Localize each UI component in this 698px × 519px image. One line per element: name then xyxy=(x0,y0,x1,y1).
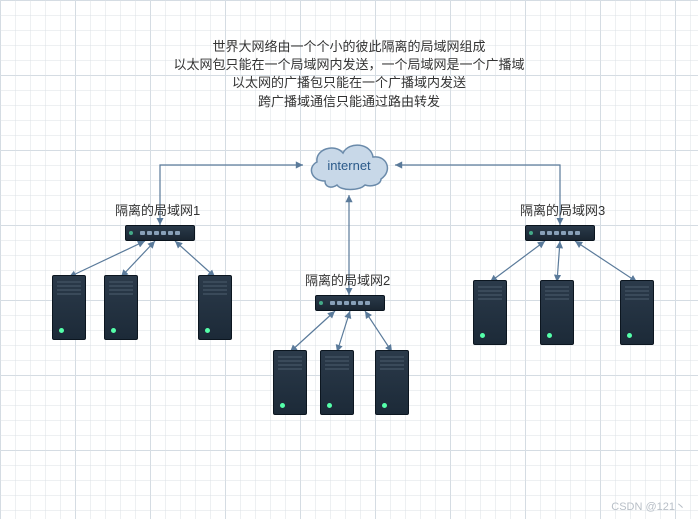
server-lan3-a xyxy=(473,280,507,345)
switch-lan2 xyxy=(315,295,385,311)
server-lan1-c xyxy=(198,275,232,340)
description-text: 世界大网络由一个个小的彼此隔离的局域网组成以太网包只能在一个局域网内发送，一个局… xyxy=(0,38,698,111)
lan3-label: 隔离的局域网3 xyxy=(520,200,605,219)
server-lan2-b xyxy=(320,350,354,415)
server-lan3-b xyxy=(540,280,574,345)
edge-sw1-s1b xyxy=(121,241,155,277)
edge-sw3-s3c xyxy=(575,241,637,282)
edge-sw1-s1c xyxy=(175,241,215,277)
switch-lan1 xyxy=(125,225,195,241)
edge-sw1-s1a xyxy=(69,241,145,277)
edge-sw2-s2b xyxy=(337,311,350,352)
server-lan3-c xyxy=(620,280,654,345)
description-line: 世界大网络由一个个小的彼此隔离的局域网组成 xyxy=(0,38,698,56)
internet-cloud: internet xyxy=(301,135,397,195)
switch-lan3 xyxy=(525,225,595,241)
lan1-label: 隔离的局域网1 xyxy=(115,200,200,219)
cloud-label: internet xyxy=(327,158,370,173)
watermark: CSDN @121丶 xyxy=(611,498,686,514)
description-line: 以太网包只能在一个局域网内发送，一个局域网是一个广播域 xyxy=(0,56,698,74)
server-lan1-b xyxy=(104,275,138,340)
server-lan1-a xyxy=(52,275,86,340)
description-line: 跨广播域通信只能通过路由转发 xyxy=(0,93,698,111)
lan2-label: 隔离的局域网2 xyxy=(305,270,390,289)
description-line: 以太网的广播包只能在一个广播域内发送 xyxy=(0,74,698,92)
server-lan2-a xyxy=(273,350,307,415)
edge-sw2-s2c xyxy=(365,311,392,352)
edge-sw2-s2a xyxy=(290,311,335,352)
server-lan2-c xyxy=(375,350,409,415)
edge-sw3-s3b xyxy=(557,241,560,282)
edge-sw3-s3a xyxy=(490,241,545,282)
